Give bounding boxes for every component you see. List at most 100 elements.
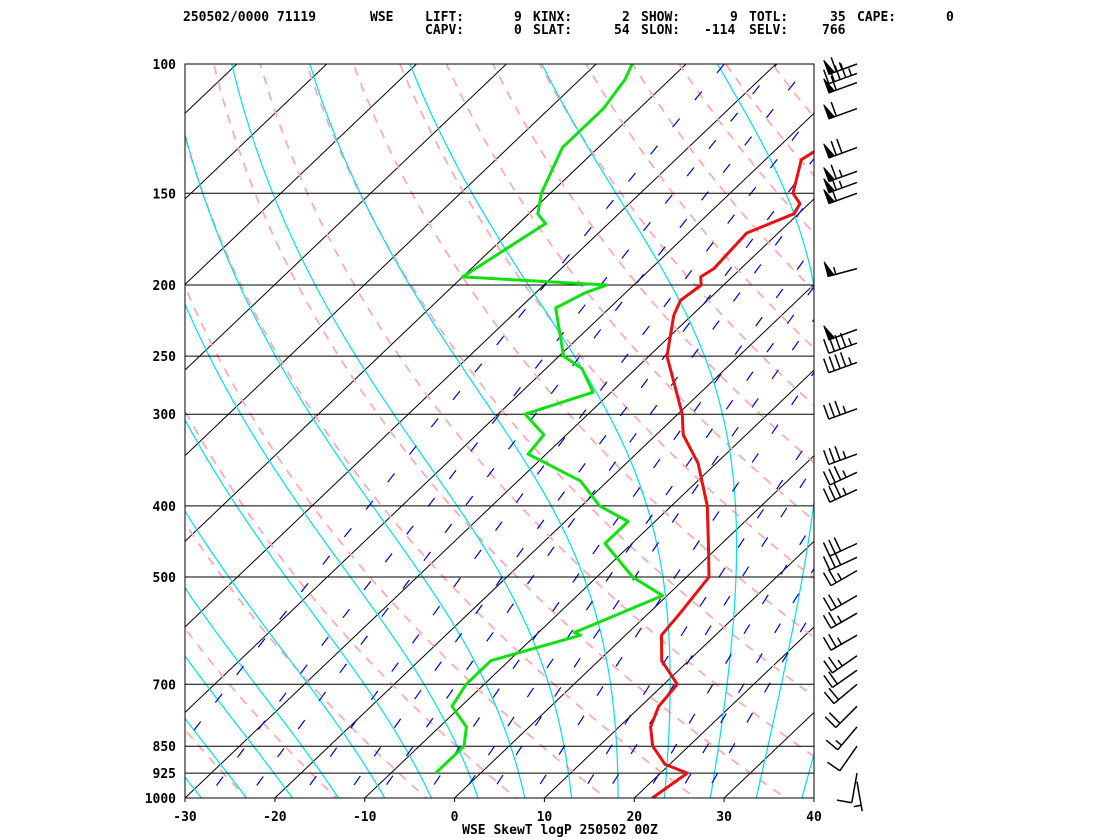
wind-barb (827, 745, 858, 772)
wind-barb-full-feather (822, 471, 831, 486)
mixing-ratio-line (185, 64, 725, 743)
wind-barb-full-feather (822, 358, 830, 373)
isotherm-line (185, 64, 238, 115)
wind-barb (822, 569, 858, 587)
dry-adiabat-line (185, 284, 608, 798)
wind-barb-full-feather (822, 450, 830, 465)
wind-barb-full-feather (833, 550, 842, 566)
moist-adiabat-line (185, 776, 203, 798)
wind-barb (822, 611, 858, 629)
wind-barb (822, 594, 858, 612)
wind-barb-full-feather (827, 761, 841, 772)
wind-barb-full-feather (823, 691, 835, 705)
lift-label: LIFT: (425, 10, 465, 25)
slat-label: SLAT: (533, 23, 573, 38)
cape-label: CAPE: (857, 10, 897, 25)
dry-adiabat-line (185, 728, 248, 798)
wind-barb-full-feather (839, 63, 847, 78)
wind-barb-flag (823, 104, 836, 120)
show-value: 9 (730, 10, 738, 25)
wind-barb-staff (828, 361, 858, 374)
wind-barb-staff (830, 612, 858, 629)
wind-barb-full-feather (828, 67, 836, 82)
slon-label: SLON: (641, 23, 681, 38)
moist-adiabat-line (185, 717, 248, 798)
wind-barb (853, 781, 863, 812)
moist-adiabat-line (185, 655, 294, 798)
wind-barb-full-feather (828, 539, 836, 554)
wind-barb (824, 705, 858, 729)
temperature-tick-label: -10 (353, 810, 377, 825)
wind-barb-full-feather (836, 138, 843, 154)
wind-barb-staff (831, 655, 858, 674)
wind-barb-half-feather (837, 572, 843, 580)
wind-barb (823, 164, 858, 183)
mixing-ratio-line (643, 521, 814, 798)
wind-barb-full-feather (833, 483, 842, 498)
moist-adiabat-line (185, 587, 340, 798)
wind-barb-full-feather (828, 468, 836, 483)
pressure-tick-label: 300 (153, 408, 177, 423)
background-lines (0, 48, 1120, 814)
wind-barb-half-feather (842, 450, 847, 459)
header-row-1: 250502/0000 71119 WSE LIFT: 9 KINX: 2 SH… (0, 10, 954, 25)
pressure-tick-label: 200 (153, 279, 177, 294)
wind-barb-full-feather (828, 336, 836, 352)
sounding-id: 250502/0000 71119 (183, 10, 317, 25)
wind-barb-full-feather (828, 569, 837, 583)
cape-value: 0 (946, 10, 954, 25)
dry-adiabat-line (305, 64, 814, 698)
wind-barb (822, 537, 858, 557)
show-label: SHOW: (641, 10, 681, 25)
isotherm-line (185, 64, 597, 457)
wind-barb-full-feather (822, 542, 831, 557)
wind-barb (823, 186, 858, 205)
plot-border (184, 63, 815, 799)
wind-barb (823, 655, 858, 674)
wind-barb-full-feather (830, 140, 838, 156)
dry-adiabat-line (0, 64, 80, 814)
totl-value: 35 (830, 10, 846, 25)
wind-barb (823, 57, 858, 76)
wind-barb-full-feather (828, 356, 836, 371)
pressure-tick-label: 100 (153, 58, 177, 73)
dry-adiabat-line (185, 133, 698, 798)
mixing-ratio-line (246, 64, 810, 798)
wind-barb-half-feather (848, 337, 853, 346)
isotherm-line (274, 283, 814, 798)
mixing-ratio-line (206, 64, 778, 798)
dry-adiabat-line (185, 521, 428, 798)
wind-barb-full-feather (822, 597, 832, 611)
dry-adiabat-line (958, 64, 1120, 814)
isotherm-line (364, 369, 814, 798)
pressure-tick-label: 850 (153, 740, 177, 755)
dry-adiabat-line (678, 64, 814, 235)
header-row-2: CAPV: 0 SLAT: 54 SLON: -114 SELV: 766 (0, 23, 845, 38)
wind-barb-full-feather (834, 354, 841, 369)
wind-barb-half-feather (853, 804, 862, 808)
mixing-ratio-line (578, 432, 814, 798)
wind-barb-full-feather (823, 674, 834, 688)
pressure-tick-label: 700 (153, 678, 177, 693)
wind-barb-full-feather (830, 175, 838, 191)
wind-barb-full-feather (830, 101, 838, 117)
temperature-tick-label: 0 (451, 810, 459, 825)
dry-adiabat-line (771, 64, 814, 119)
isotherm-line (0, 48, 164, 814)
wind-barb-full-feather (822, 488, 831, 503)
wind-barb (822, 483, 858, 503)
wind-barb-full-feather (823, 660, 834, 674)
sounding-profiles (434, 64, 814, 798)
wind-barb (822, 445, 858, 466)
isotherm-line (0, 48, 74, 814)
wind-barb-full-feather (834, 445, 841, 461)
wind-barb (822, 550, 858, 571)
mixing-ratio-line (299, 111, 814, 798)
temperature-tick-label: 30 (716, 810, 732, 825)
wind-barb-staff (830, 634, 858, 651)
wind-barb-staff (828, 342, 858, 355)
wind-barb-full-feather (825, 739, 839, 751)
isotherm-line (453, 454, 814, 798)
dry-adiabat-line (631, 64, 814, 292)
wind-barb-full-feather (834, 65, 841, 80)
